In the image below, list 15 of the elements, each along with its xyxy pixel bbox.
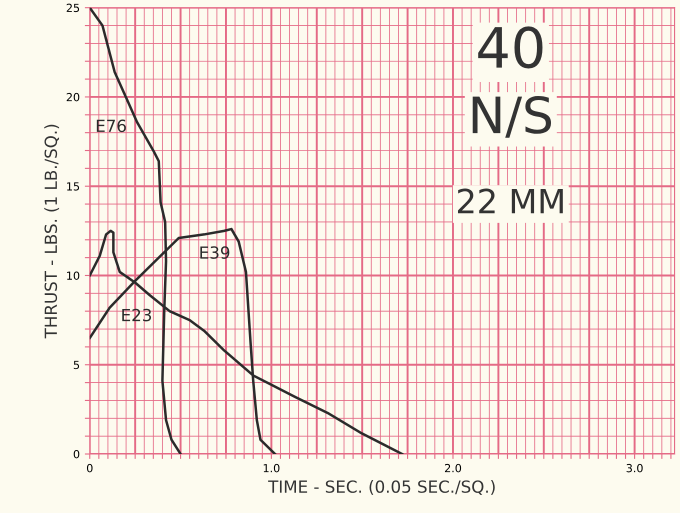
y-tick-label: 20	[66, 92, 80, 102]
x-tick-label: 0	[86, 464, 93, 472]
x-tick-label: 1.0	[264, 464, 280, 472]
y-tick-label: 0	[74, 450, 80, 458]
y-axis-title: THRUST - LBS. (1 LB./SQ.)	[44, 124, 60, 338]
x-tick-label: 2.0	[444, 464, 462, 472]
annotation: 22 MM	[458, 188, 563, 214]
y-tick-label: 15	[67, 182, 80, 191]
y-tick-label: 10	[67, 271, 80, 280]
x-tick-label: 3.0	[626, 464, 643, 472]
y-tick-label: 25	[66, 4, 80, 12]
x-axis-title: TIME - SEC. (0.05 SEC./SQ.)	[268, 480, 495, 495]
annotation: 40	[478, 26, 542, 68]
annotation: N/S	[472, 96, 552, 138]
y-tick-label: 5	[74, 360, 80, 370]
